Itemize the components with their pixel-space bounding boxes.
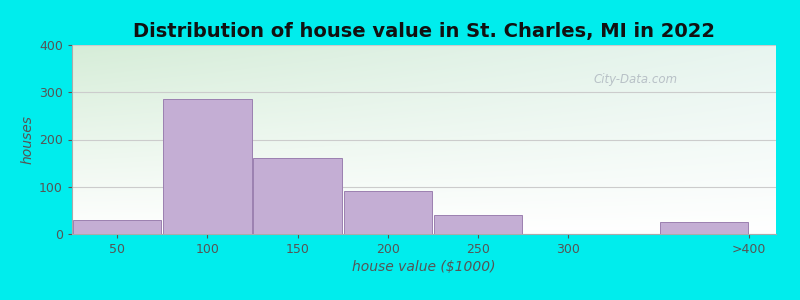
Y-axis label: houses: houses xyxy=(21,115,35,164)
Title: Distribution of house value in St. Charles, MI in 2022: Distribution of house value in St. Charl… xyxy=(133,22,715,41)
Bar xyxy=(163,99,252,234)
Bar xyxy=(254,158,342,234)
Bar xyxy=(434,215,522,234)
Bar xyxy=(659,222,748,234)
Text: City-Data.com: City-Data.com xyxy=(593,73,678,85)
Bar xyxy=(73,220,162,234)
Bar xyxy=(344,191,432,234)
X-axis label: house value ($1000): house value ($1000) xyxy=(352,260,496,274)
